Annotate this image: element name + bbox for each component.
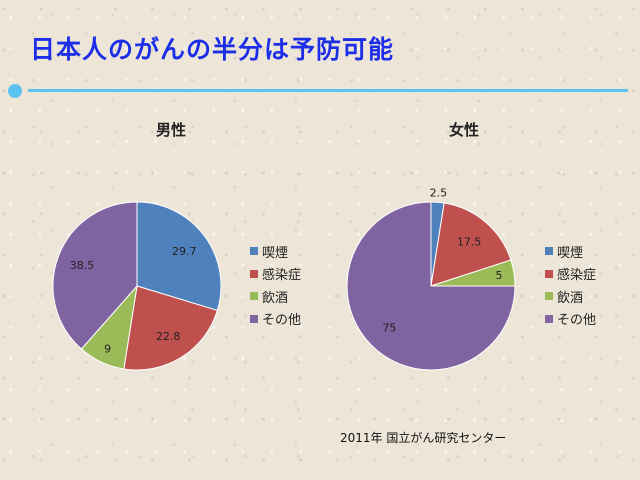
legend-label: その他 [557,313,597,329]
title-divider [28,89,628,92]
legend-swatch [545,292,553,301]
male-legend: 喫煙 感染症 飲酒 その他 [250,240,301,330]
female-legend: 喫煙 感染症 飲酒 その他 [545,240,596,330]
legend-item: 飲酒 [250,285,301,308]
legend-item: その他 [545,308,596,331]
legend-swatch [250,247,258,256]
legend-item: 感染症 [545,263,596,286]
legend-item: 感染症 [250,263,301,286]
pie-data-label: 38.5 [70,259,95,272]
slide-title: 日本人のがんの半分は予防可能 [30,35,395,64]
legend-label: 喫煙 [262,245,289,261]
pie-slice-2 [430,202,512,287]
legend-item: 飲酒 [545,285,596,308]
female-chart-title: 女性 [449,121,480,139]
pie-data-label: 17.5 [457,235,482,248]
pie-data-label: 29.7 [172,245,197,258]
legend-label: 喫煙 [557,245,584,261]
legend-label: 飲酒 [557,290,584,306]
legend-swatch [545,247,553,256]
legend-swatch [545,269,553,278]
pie-slice-4 [346,201,516,371]
male-chart-title: 男性 [156,121,187,139]
legend-label: 感染症 [262,268,302,284]
pie-data-label: 75 [382,322,396,335]
source-note: 2011年 国立がん研究センター [340,431,507,445]
legend-swatch [250,292,258,301]
pie-data-label: 5 [496,269,503,282]
pie-data-label: 22.8 [156,330,181,343]
legend-label: 感染症 [557,268,597,284]
legend-swatch [250,269,258,278]
legend-label: その他 [262,313,302,329]
legend-item: 喫煙 [545,240,596,263]
pie-data-label: 2.5 [430,186,448,199]
legend-swatch [545,314,553,323]
pie-data-label: 9 [104,342,111,355]
legend-label: 飲酒 [262,290,289,306]
legend-item: その他 [250,308,301,331]
divider-dot [8,84,22,98]
pie-slice-4 [52,201,138,350]
pie-slice-2 [123,285,218,371]
pie-slice-1 [136,201,222,312]
legend-item: 喫煙 [250,240,301,263]
legend-swatch [250,314,258,323]
